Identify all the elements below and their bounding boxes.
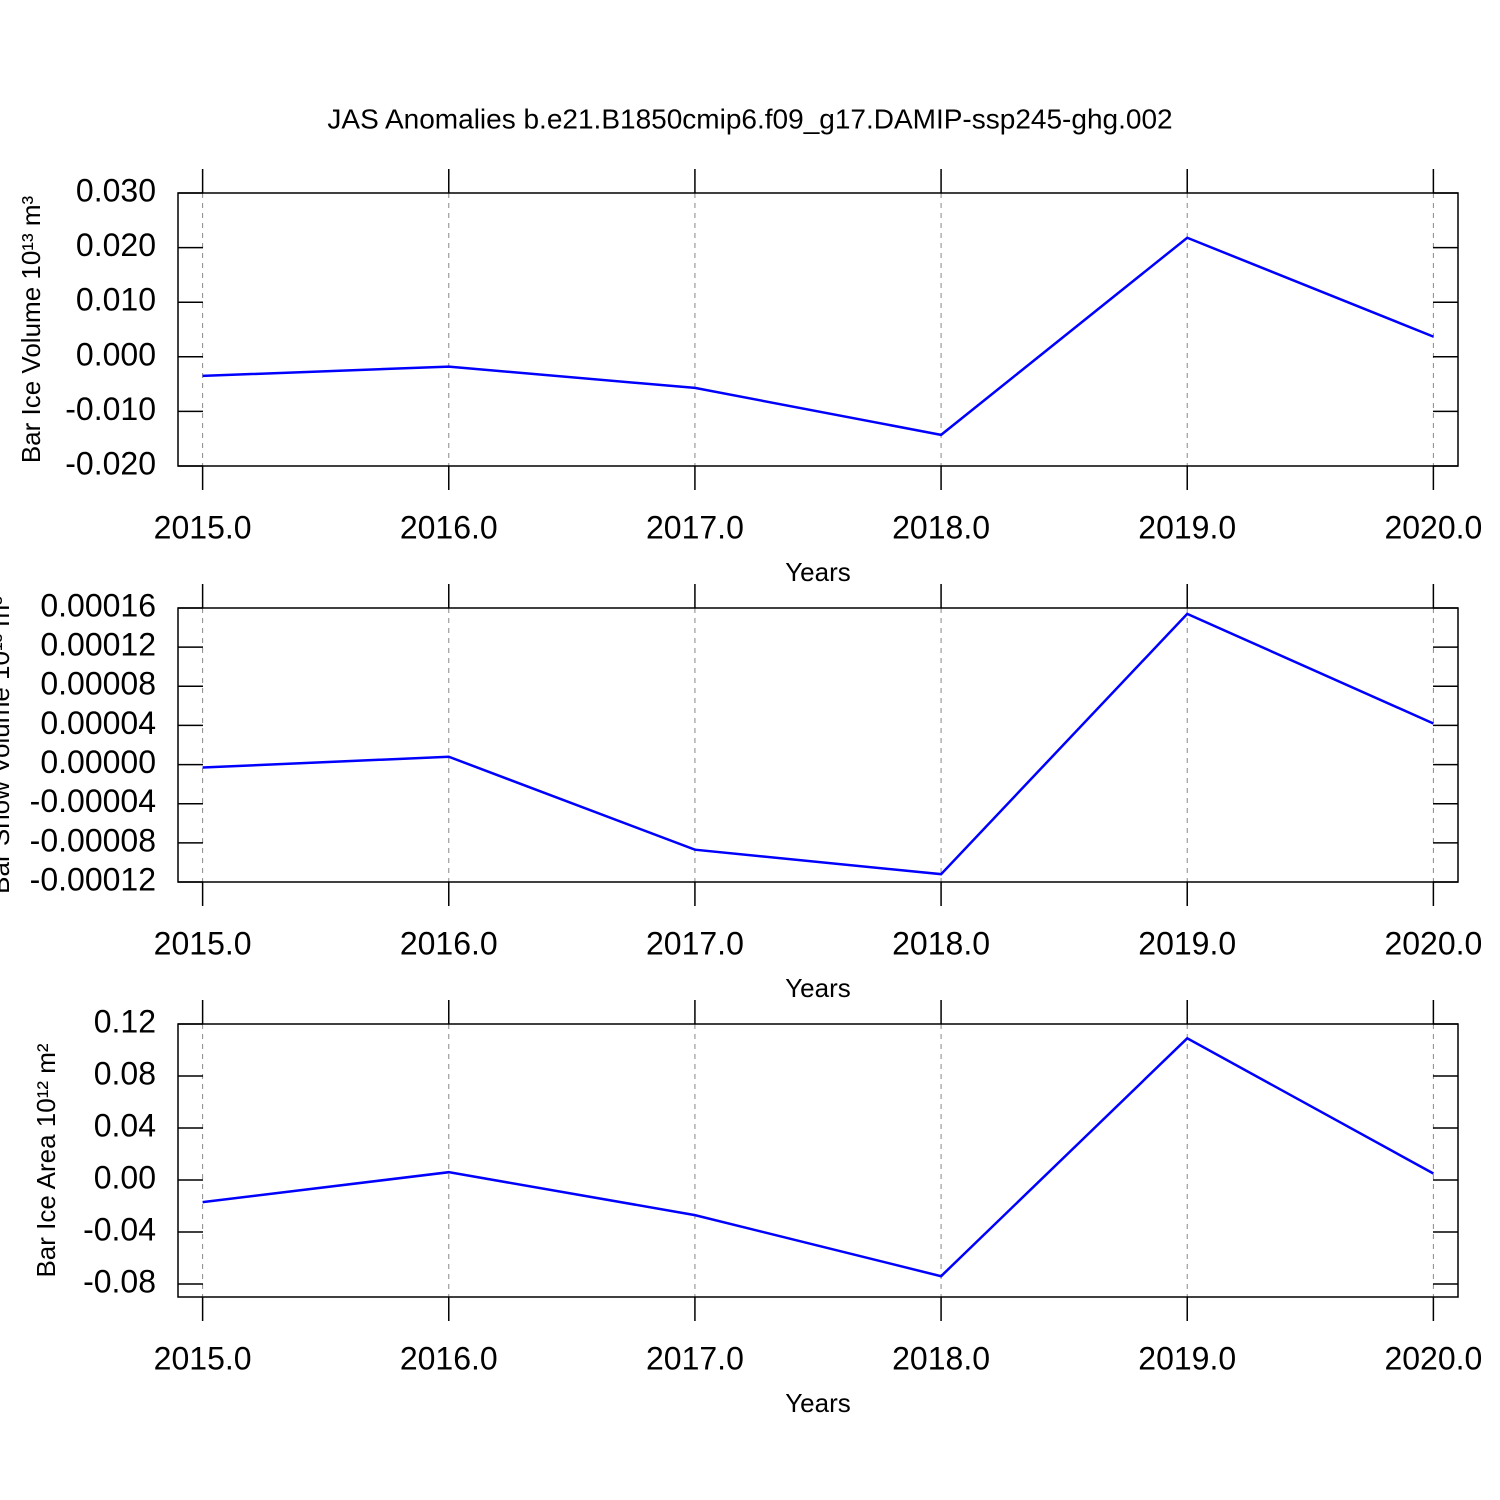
x-tick-label: 2016.0 — [400, 509, 498, 545]
y-tick-label: -0.00012 — [30, 861, 156, 897]
x-tick-label: 2016.0 — [400, 1340, 498, 1376]
plot-frame — [177, 192, 1459, 467]
x-tick-label: 2019.0 — [1138, 509, 1236, 545]
data-line — [202, 612, 1434, 876]
plot-frame — [177, 1023, 1459, 1298]
y-tick-label: -0.04 — [83, 1211, 156, 1247]
x-axis-label: Years — [785, 973, 851, 1003]
y-tick-label: 0.00008 — [40, 666, 156, 702]
x-tick-label: 2018.0 — [892, 509, 990, 545]
y-tick-label: 0.00 — [94, 1159, 156, 1195]
x-tick-label: 2016.0 — [400, 925, 498, 961]
x-tick-label: 2015.0 — [154, 925, 252, 961]
data-line — [202, 1036, 1434, 1278]
y-tick-label: -0.00008 — [30, 822, 156, 858]
y-tick-label: 0.010 — [76, 282, 156, 318]
data-line — [202, 236, 1434, 437]
y-tick-label: 0.000 — [76, 336, 156, 372]
x-axis-label: Years — [785, 557, 851, 587]
y-tick-label: 0.030 — [76, 172, 156, 208]
x-tick-label: 2019.0 — [1138, 1340, 1236, 1376]
x-tick-label: 2020.0 — [1384, 1340, 1482, 1376]
x-axis-label: Years — [785, 1388, 851, 1418]
x-tick-label: 2017.0 — [646, 509, 744, 545]
y-tick-label: -0.020 — [65, 445, 156, 481]
y-axis-label: Bar Ice Area 10¹² m² — [31, 1043, 61, 1277]
y-tick-label: 0.00012 — [40, 627, 156, 663]
y-axis-label: Bar Snow Volume 10¹³ m³ — [0, 596, 15, 894]
chart-title: JAS Anomalies b.e21.B1850cmip6.f09_g17.D… — [327, 103, 1172, 134]
y-tick-label: 0.04 — [94, 1107, 156, 1143]
y-tick-label: -0.08 — [83, 1263, 156, 1299]
y-tick-label: 0.08 — [94, 1055, 156, 1091]
plot-frame — [177, 607, 1459, 883]
y-tick-label: 0.12 — [94, 1003, 156, 1039]
x-tick-label: 2018.0 — [892, 1340, 990, 1376]
x-tick-label: 2015.0 — [154, 1340, 252, 1376]
x-tick-label: 2017.0 — [646, 925, 744, 961]
x-tick-label: 2019.0 — [1138, 925, 1236, 961]
x-tick-label: 2020.0 — [1384, 509, 1482, 545]
y-tick-label: 0.020 — [76, 227, 156, 263]
y-tick-label: 0.00004 — [40, 705, 156, 741]
y-tick-label: -0.010 — [65, 391, 156, 427]
x-tick-label: 2018.0 — [892, 925, 990, 961]
y-tick-label: 0.00016 — [40, 587, 156, 623]
y-tick-label: 0.00000 — [40, 744, 156, 780]
x-tick-label: 2015.0 — [154, 509, 252, 545]
y-axis-label: Bar Ice Volume 10¹³ m³ — [16, 196, 46, 464]
y-tick-label: -0.00004 — [30, 783, 156, 819]
x-tick-label: 2017.0 — [646, 1340, 744, 1376]
x-tick-label: 2020.0 — [1384, 925, 1482, 961]
